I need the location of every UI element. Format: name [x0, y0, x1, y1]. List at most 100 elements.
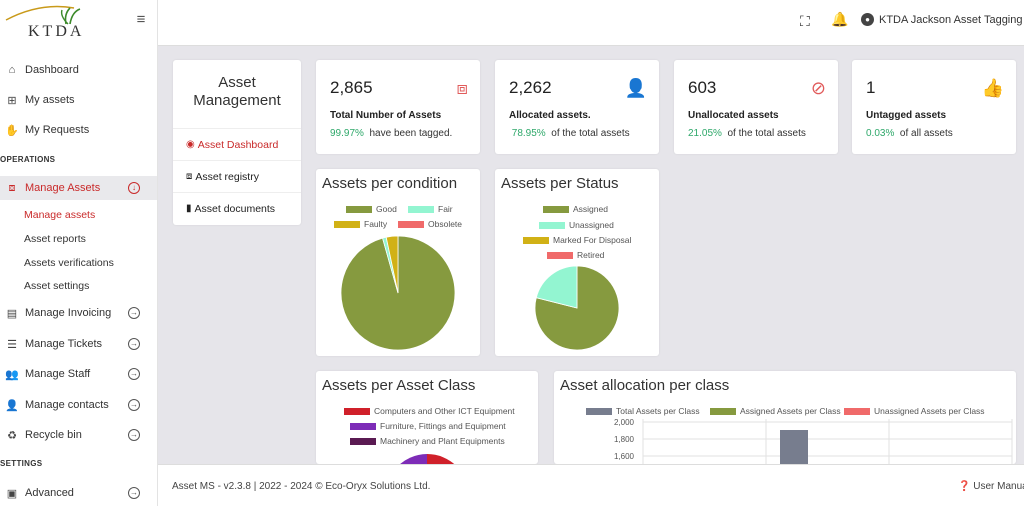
- stat-percent: 21.05%: [688, 128, 722, 139]
- asset-management-menu: Asset Management ◉ Asset Dashboard ⧈ Asset…: [173, 60, 301, 225]
- legend-item[interactable]: Unassigned: [539, 220, 614, 230]
- section-settings: SETTINGS: [0, 459, 43, 468]
- dashboard-icon: ◉: [186, 139, 195, 150]
- legend-item[interactable]: Fair: [408, 204, 453, 214]
- stat-card-total: 2,865 ⧈ Total Number of Assets 99.97% ha…: [316, 60, 480, 154]
- stat-percent: 78.95%: [511, 128, 546, 139]
- legend-item[interactable]: Computers and Other ICT Equipment: [344, 406, 515, 416]
- sidebar-item-manage-invoicing[interactable]: ▤ Manage Invoicing →: [6, 307, 140, 320]
- sidebar-item-advanced[interactable]: ▣ Advanced →: [6, 487, 140, 500]
- sidebar-item-my-assets[interactable]: ⊞ My assets: [0, 88, 157, 112]
- legend-item[interactable]: Machinery and Plant Equipments: [350, 436, 505, 446]
- stat-card-untagged: 1 👍 Untagged assets 0.03% of all assets: [852, 60, 1016, 154]
- cubes-icon: ⧈: [186, 171, 193, 182]
- hamburger-icon[interactable]: ≡: [136, 11, 146, 28]
- chart-card-asset-class: Assets per Asset Class Computers and Oth…: [316, 371, 538, 464]
- section-operations: OPERATIONS: [0, 155, 56, 164]
- legend-item[interactable]: Good: [346, 204, 397, 214]
- chevron-right-icon: →: [128, 338, 140, 350]
- sidebar-item-manage-tickets[interactable]: ☰ Manage Tickets →: [0, 332, 157, 356]
- pie-slice: [427, 454, 455, 464]
- pie-slice-faulty: [385, 235, 399, 294]
- user-tag-icon: 👤: [624, 78, 647, 98]
- sidebar-item-manage-staff[interactable]: 👥 Manage Staff →: [5, 368, 140, 381]
- bar-total-assets: [780, 430, 808, 464]
- sitemap-icon: ⊞: [7, 94, 17, 107]
- user-menu[interactable]: ● KTDA Jackson Asset Tagging: [861, 13, 1023, 26]
- pie-slice: [400, 454, 427, 464]
- ktda-logo[interactable]: KTDA: [0, 0, 130, 46]
- briefcase-icon: ▣: [6, 487, 18, 500]
- stat-card-allocated: 2,262 👤 Allocated assets. 78.95% of the …: [495, 60, 659, 154]
- stat-description: of the total assets: [551, 128, 630, 139]
- stat-label: Allocated assets.: [509, 110, 591, 121]
- list-icon: ☰: [7, 338, 17, 351]
- chevron-down-icon: ↓: [128, 182, 140, 194]
- legend-item[interactable]: Assigned: [543, 204, 608, 214]
- sub-item-asset-settings[interactable]: Asset settings: [24, 280, 90, 292]
- chevron-right-icon: →: [128, 399, 140, 411]
- sub-item-assets-verifications[interactable]: Assets verifications: [24, 257, 114, 269]
- sidebar-item-manage-contacts[interactable]: 👤 Manage contacts →: [5, 399, 140, 412]
- legend-item[interactable]: Obsolete: [398, 219, 462, 229]
- menu-asset-dashboard[interactable]: ◉ Asset Dashboard: [173, 128, 301, 160]
- chevron-right-icon: →: [128, 487, 140, 499]
- bar-chart-allocation: 2,000 1,800 1,600: [614, 418, 1013, 464]
- chart-title: Assets per condition: [322, 175, 458, 192]
- sidebar-item-dashboard[interactable]: ⌂ Dashboard: [0, 58, 157, 82]
- sub-item-manage-assets[interactable]: Manage assets: [24, 209, 96, 221]
- tick-label: 1,800: [614, 435, 635, 444]
- chart-title: Assets per Asset Class: [322, 377, 476, 394]
- bell-icon[interactable]: 🔔: [831, 11, 849, 27]
- pie-slice-assigned: [534, 265, 620, 351]
- contacts-icon: 👤: [5, 399, 19, 412]
- legend-item[interactable]: Retired: [547, 250, 604, 260]
- user-slash-icon: ⊘: [810, 78, 826, 98]
- stat-label: Untagged assets: [866, 110, 947, 121]
- invoice-icon: ▤: [6, 307, 18, 320]
- sidebar-item-my-requests[interactable]: ✋ My Requests: [5, 124, 90, 137]
- asset-management-title: Asset Management: [193, 74, 281, 109]
- legend-item[interactable]: Marked For Disposal: [523, 235, 631, 245]
- recycle-icon: ♻: [7, 429, 17, 442]
- menu-asset-registry[interactable]: ⧈ Asset registry: [173, 160, 301, 192]
- home-icon: ⌂: [8, 64, 16, 76]
- legend-item[interactable]: Furniture, Fittings and Equipment: [350, 421, 506, 431]
- chart-card-condition: Assets per condition Good Fair Faulty Ob…: [316, 169, 480, 356]
- stat-percent: 99.97%: [330, 128, 364, 139]
- legend-item[interactable]: Assigned Assets per Class: [710, 406, 841, 416]
- footer-text: Asset MS - v2.3.8 | 2022 - 2024 © Eco-Or…: [172, 481, 431, 492]
- chevron-right-icon: →: [128, 368, 140, 380]
- hand-icon: ✋: [5, 124, 19, 137]
- pie-asset-class: [400, 454, 455, 464]
- tick-label: 1,600: [614, 452, 635, 461]
- stat-description: of all assets: [899, 128, 953, 139]
- chart-title: Asset allocation per class: [560, 377, 730, 394]
- pie-slice-unassigned: [535, 265, 578, 309]
- top-bar: ⛶ 🔔 ● KTDA Jackson Asset Tagging: [158, 0, 1024, 46]
- stat-percent: 0.03%: [866, 128, 895, 139]
- file-icon: ▮: [186, 203, 192, 214]
- question-circle-icon: ❓: [958, 481, 971, 492]
- chart-title: Assets per Status: [501, 175, 619, 192]
- stat-number: 603: [688, 78, 717, 97]
- sub-item-asset-reports[interactable]: Asset reports: [24, 233, 86, 245]
- user-name: KTDA Jackson Asset Tagging: [879, 13, 1023, 26]
- stat-description: of the total assets: [727, 128, 806, 139]
- legend-item[interactable]: Total Assets per Class: [586, 406, 700, 416]
- sidebar-item-recycle-bin[interactable]: ♻ Recycle bin →: [0, 423, 157, 447]
- fullscreen-icon[interactable]: ⛶: [800, 13, 810, 29]
- user-circle-icon: ●: [861, 13, 874, 26]
- stat-label: Unallocated assets: [688, 110, 779, 121]
- legend-item[interactable]: Unassigned Assets per Class: [844, 406, 985, 416]
- stat-number: 1: [866, 78, 876, 97]
- users-icon: 👥: [5, 368, 19, 381]
- menu-asset-documents[interactable]: ▮ Asset documents: [173, 192, 301, 224]
- cubes-icon: ⧈: [8, 181, 16, 194]
- sidebar-item-manage-assets[interactable]: ⧈ Manage Assets ↓: [0, 176, 157, 200]
- pie-condition: [340, 235, 456, 351]
- stat-number: 2,262: [509, 78, 552, 97]
- legend-item[interactable]: Faulty: [334, 219, 387, 229]
- user-manual-link[interactable]: ❓ User Manual: [958, 481, 1024, 492]
- stat-label: Total Number of Assets: [330, 110, 442, 121]
